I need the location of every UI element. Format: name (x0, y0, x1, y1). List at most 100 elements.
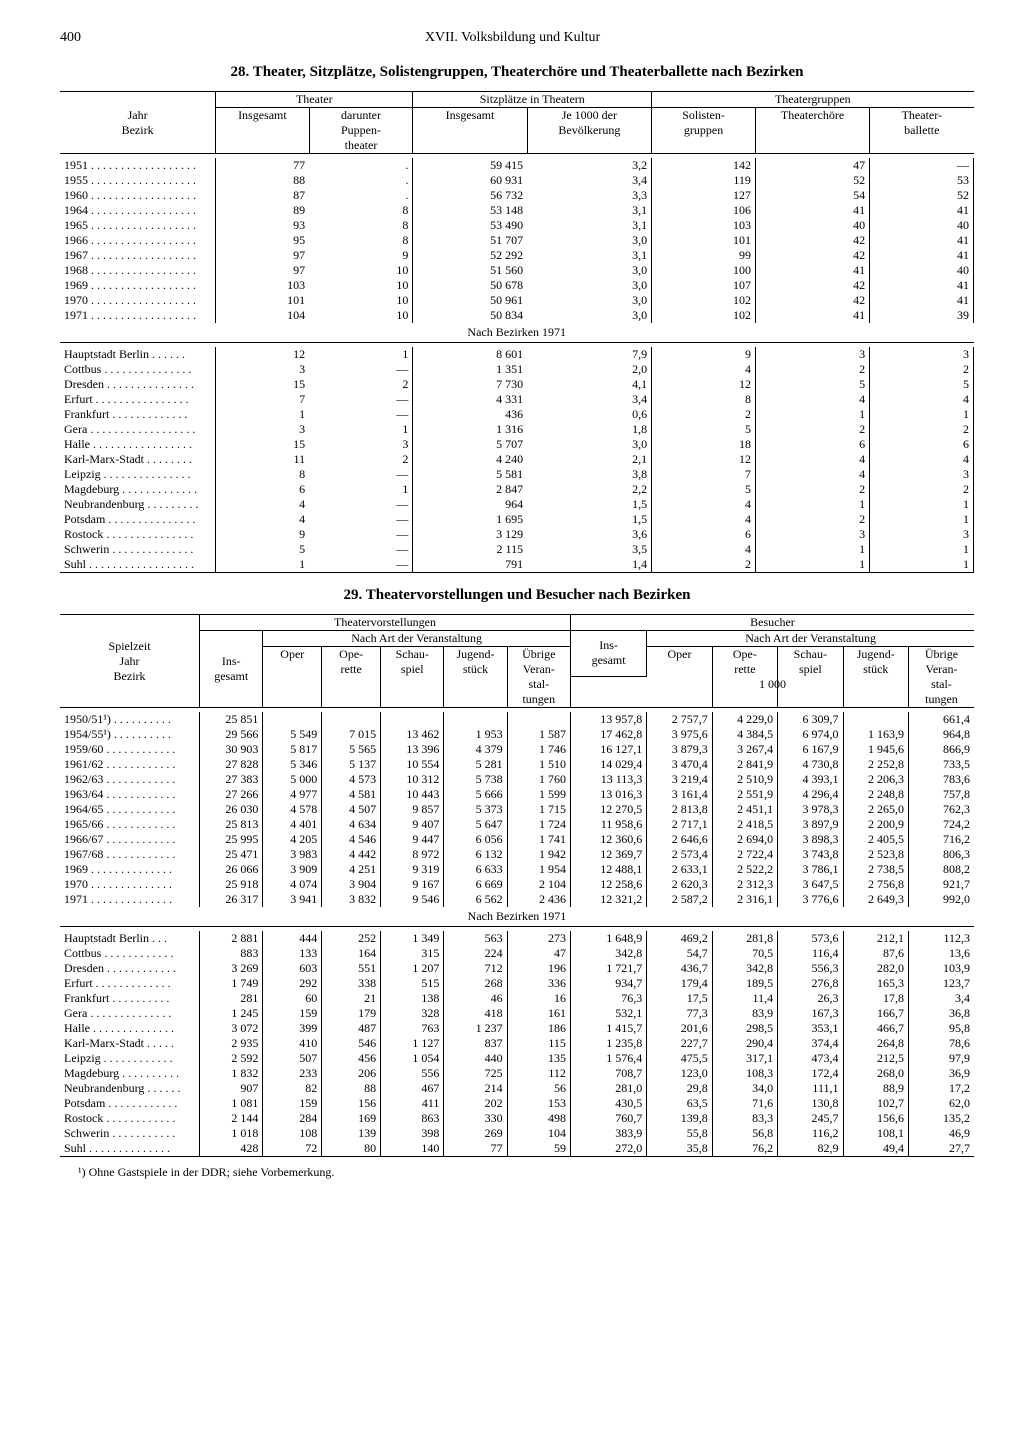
cell: 1 576,4 (570, 1051, 646, 1066)
cell: 1 (870, 542, 974, 557)
table-row: Halle . . . . . . . . . . . . . . . . . … (60, 437, 974, 452)
table-28-subhead: Nach Bezirken 1971 (60, 323, 974, 343)
cell: 3 (216, 422, 309, 437)
col-group: Sitzplätze in Theatern (413, 92, 652, 108)
cell: 272,0 (570, 1141, 646, 1157)
cell: 52 292 (413, 248, 527, 263)
table-28: JahrBezirk Theater Sitzplätze in Theater… (60, 91, 974, 573)
cell: 9 319 (381, 862, 444, 877)
cell: 36,9 (908, 1066, 974, 1081)
row-label: 1955 . . . . . . . . . . . . . . . . . . (60, 173, 216, 188)
cell: 10 (309, 293, 413, 308)
cell: 1 (870, 497, 974, 512)
cell: 60 931 (413, 173, 527, 188)
cell: 336 (507, 976, 570, 991)
cell: 3 909 (263, 862, 322, 877)
cell: 97,9 (908, 1051, 974, 1066)
cell: 97 (216, 263, 309, 278)
cell: 13 396 (381, 742, 444, 757)
cell: 166,7 (843, 1006, 908, 1021)
cell: 5 666 (444, 787, 507, 802)
cell: 2 694,0 (712, 832, 777, 847)
row-label: Cottbus . . . . . . . . . . . . (60, 946, 200, 961)
cell: 26,3 (778, 991, 843, 1006)
cell (263, 712, 322, 727)
cell: 5 (652, 482, 756, 497)
cell: 473,4 (778, 1051, 843, 1066)
cell: 1 (309, 482, 413, 497)
cell: 2 935 (200, 1036, 263, 1051)
cell: 172,4 (778, 1066, 843, 1081)
row-label: 1959/60 . . . . . . . . . . . . (60, 742, 200, 757)
cell: 3,0 (527, 233, 652, 248)
col-head: Ins-gesamt (570, 631, 646, 677)
cell: 3 978,3 (778, 802, 843, 817)
cell: 276,8 (778, 976, 843, 991)
cell: 6 167,9 (778, 742, 843, 757)
cell: 4 074 (263, 877, 322, 892)
cell: 4 (652, 542, 756, 557)
cell: 40 (755, 218, 869, 233)
col-group: Besucher (570, 615, 974, 631)
cell: 2 722,4 (712, 847, 777, 862)
table-row: Rostock . . . . . . . . . . . . . . . 9—… (60, 527, 974, 542)
cell: . (309, 158, 413, 173)
cell: 398 (381, 1126, 444, 1141)
cell: 3,8 (527, 467, 652, 482)
cell: 59 (507, 1141, 570, 1157)
cell: 6 (652, 527, 756, 542)
cell: 2 (755, 422, 869, 437)
table-row: Dresden . . . . . . . . . . . . . . . 15… (60, 377, 974, 392)
cell: 76,2 (712, 1141, 777, 1157)
cell: 140 (381, 1141, 444, 1157)
row-label: Hauptstadt Berlin . . . . . . (60, 347, 216, 362)
cell: 1 (309, 347, 413, 362)
cell: 47 (507, 946, 570, 961)
cell: 791 (413, 557, 527, 573)
cell: 3 269 (200, 961, 263, 976)
cell: 233 (263, 1066, 322, 1081)
cell: 1 349 (381, 931, 444, 946)
row-label: Karl-Marx-Stadt . . . . . (60, 1036, 200, 1051)
col-group: Theatervorstellungen (200, 615, 571, 631)
cell: 202 (444, 1096, 507, 1111)
cell: 5 346 (263, 757, 322, 772)
cell: 5 707 (413, 437, 527, 452)
table-row: Suhl . . . . . . . . . . . . . . . . . .… (60, 557, 974, 573)
cell (444, 712, 507, 727)
cell: 41 (755, 263, 869, 278)
row-label: Gera . . . . . . . . . . . . . . . . . . (60, 422, 216, 437)
cell: 5 (870, 377, 974, 392)
col-head: ÜbrigeVeran-stal-tungen (507, 647, 570, 708)
cell: 72 (263, 1141, 322, 1157)
col-subgroup: Nach Art der Veranstaltung (263, 631, 571, 647)
cell: 661,4 (908, 712, 974, 727)
cell: 245,7 (778, 1111, 843, 1126)
table-row: 1955 . . . . . . . . . . . . . . . . . .… (60, 173, 974, 188)
cell: 724,2 (908, 817, 974, 832)
row-label: 1964/65 . . . . . . . . . . . . (60, 802, 200, 817)
cell: 12 258,6 (570, 877, 646, 892)
cell: 1 127 (381, 1036, 444, 1051)
cell: 15 (216, 437, 309, 452)
cell: 4 (755, 452, 869, 467)
cell: 6 (755, 437, 869, 452)
row-label: Cottbus . . . . . . . . . . . . . . . (60, 362, 216, 377)
cell: 167,3 (778, 1006, 843, 1021)
cell: 2 592 (200, 1051, 263, 1066)
cell: 418 (444, 1006, 507, 1021)
cell: 4 507 (322, 802, 381, 817)
cell: 281,8 (712, 931, 777, 946)
cell: 11 (216, 452, 309, 467)
cell: 4 240 (413, 452, 527, 467)
cell: 992,0 (908, 892, 974, 907)
cell: 4 (652, 512, 756, 527)
cell: 206 (322, 1066, 381, 1081)
cell: 1 (216, 407, 309, 422)
cell: 374,4 (778, 1036, 843, 1051)
cell: 264,8 (843, 1036, 908, 1051)
cell: 12 (216, 347, 309, 362)
cell: 17,2 (908, 1081, 974, 1096)
cell: 10 (309, 308, 413, 323)
col-head: Theaterchöre (755, 108, 869, 154)
